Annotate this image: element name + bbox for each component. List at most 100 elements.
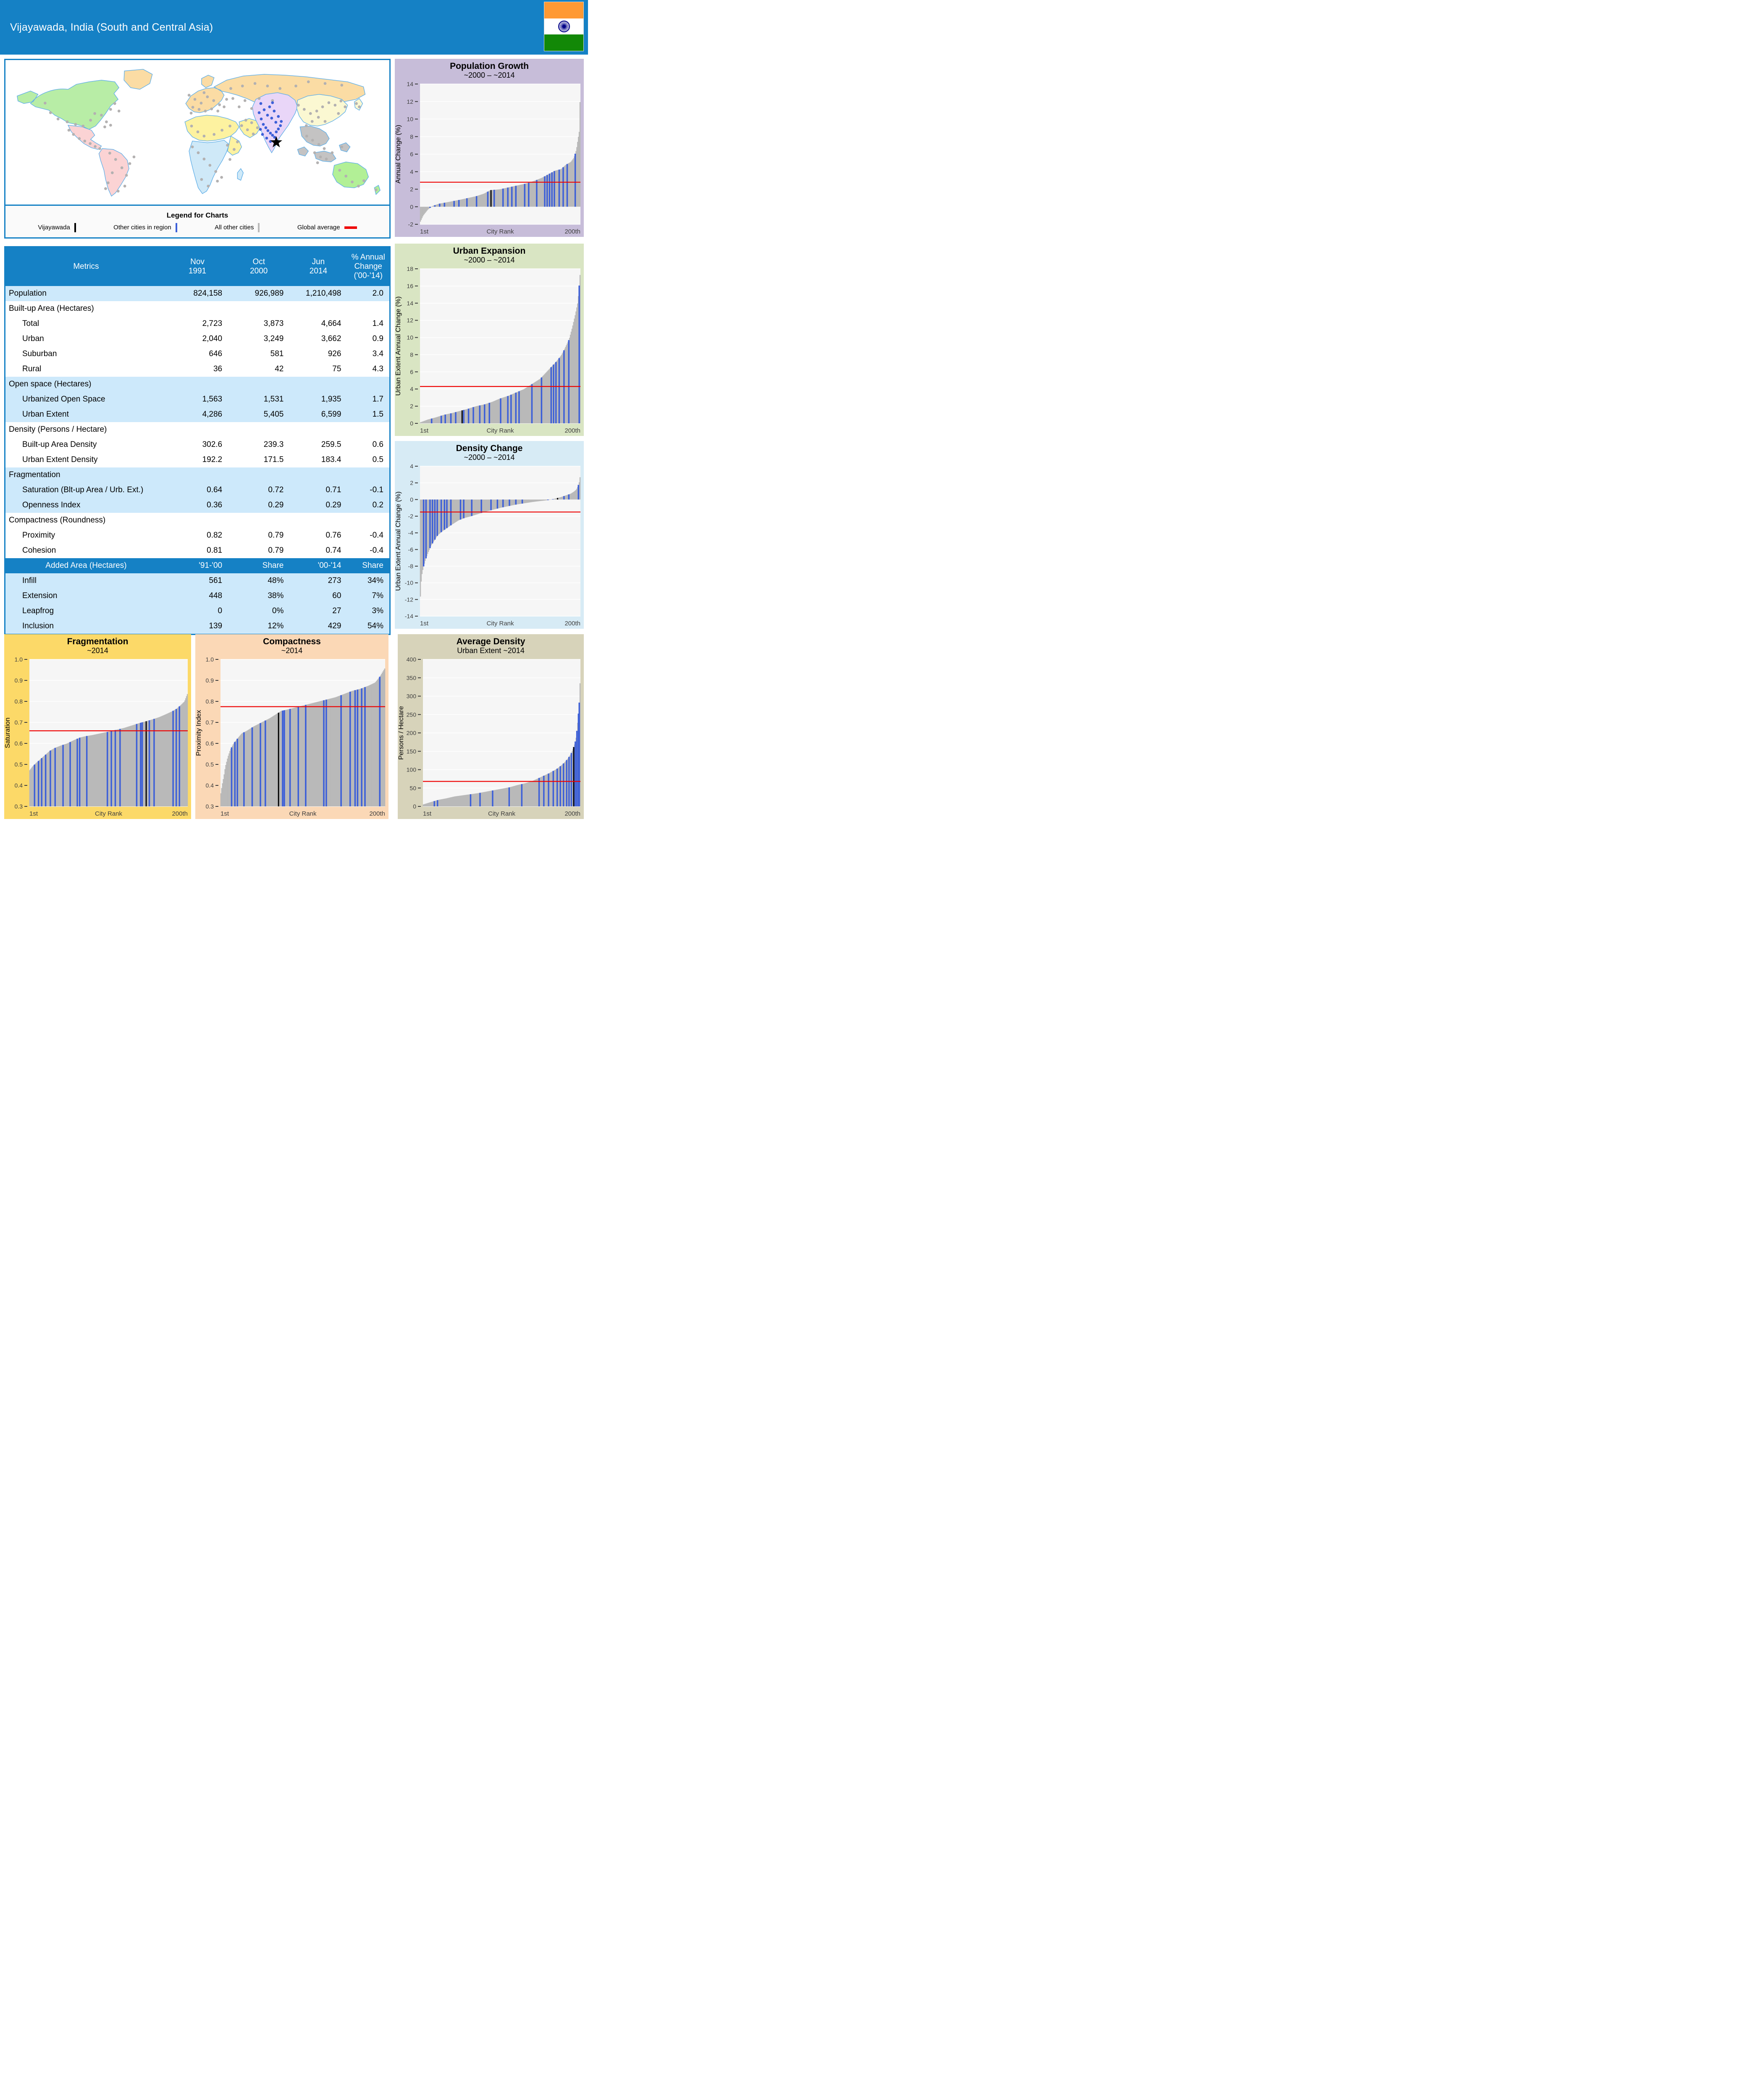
chart-subtitle: ~2014 bbox=[281, 646, 303, 655]
chart-population-growth: Population Growth ~2000 – ~2014 -2 0 2 4 6 8 10 1… bbox=[395, 59, 584, 237]
svg-text:City Rank: City Rank bbox=[488, 810, 516, 817]
region-west-asia bbox=[239, 118, 261, 138]
table-row: Urban 2,040 3,249 3,662 0.9 bbox=[5, 331, 389, 346]
svg-text:City Rank: City Rank bbox=[486, 228, 514, 235]
chart-density-change: Density Change ~2000 – ~2014 -14 -12 -10 -8 -6… bbox=[395, 441, 584, 629]
svg-text:2: 2 bbox=[410, 186, 413, 193]
chart-title: Compactness bbox=[263, 637, 321, 646]
svg-text:300: 300 bbox=[407, 693, 417, 700]
row-label: Leapfrog bbox=[22, 606, 54, 615]
svg-text:250: 250 bbox=[407, 711, 417, 718]
row-value: 1,531 bbox=[263, 395, 284, 404]
chart-urban-expansion: Urban Expansion ~2000 – ~2014 0 2 4 6 8 10 12 14 1… bbox=[395, 244, 584, 436]
svg-text:2: 2 bbox=[410, 480, 413, 486]
row-value: 171.5 bbox=[263, 455, 284, 464]
row-value: 192.2 bbox=[202, 455, 223, 464]
table-row: Saturation (Blt-up Area / Urb. Ext.) 0.64… bbox=[5, 483, 389, 498]
svg-text:100: 100 bbox=[407, 766, 417, 773]
chart-subtitle: ~2014 bbox=[87, 646, 108, 655]
svg-text:1st: 1st bbox=[220, 810, 229, 817]
added-area-col-header: Share bbox=[362, 561, 383, 570]
row-value: 429 bbox=[328, 622, 341, 630]
row-value: 1.4 bbox=[372, 319, 383, 328]
col-header: Oct 2000 bbox=[250, 257, 268, 276]
svg-text:200th: 200th bbox=[369, 810, 385, 817]
svg-text:1st: 1st bbox=[423, 810, 432, 817]
row-value: 0.76 bbox=[326, 531, 341, 540]
row-value: 1,935 bbox=[321, 395, 341, 404]
row-label: Saturation (Blt-up Area / Urb. Ext.) bbox=[22, 486, 144, 494]
row-value: 1,210,498 bbox=[305, 289, 341, 298]
svg-text:0: 0 bbox=[413, 803, 416, 810]
row-value bbox=[289, 377, 347, 392]
row-value: 0.74 bbox=[326, 546, 341, 555]
svg-text:0.7: 0.7 bbox=[15, 719, 23, 726]
row-value: 60 bbox=[332, 591, 341, 600]
row-value: 27 bbox=[332, 606, 341, 615]
row-label: Urban Extent bbox=[22, 410, 69, 419]
svg-text:0.5: 0.5 bbox=[15, 761, 23, 768]
row-value: 0.2 bbox=[372, 501, 383, 509]
row-value: 0.9 bbox=[372, 334, 383, 343]
svg-text:-10: -10 bbox=[405, 580, 413, 586]
row-value: 3.4 bbox=[372, 349, 383, 358]
row-value: 2.0 bbox=[372, 289, 383, 298]
svg-text:0: 0 bbox=[410, 203, 413, 210]
svg-text:-14: -14 bbox=[405, 613, 413, 620]
svg-text:12: 12 bbox=[407, 98, 413, 105]
svg-text:6: 6 bbox=[410, 151, 413, 158]
chart-compactness: Compactness ~2014 0.3 0.4 0.5 0.6 0.7 0.8 0.9 1.0… bbox=[195, 634, 388, 819]
svg-text:200th: 200th bbox=[564, 620, 580, 627]
row-label: Inclusion bbox=[22, 622, 54, 630]
section-row: Open space (Hectares) bbox=[5, 377, 389, 392]
row-label: Proximity bbox=[22, 531, 55, 540]
row-value: 259.5 bbox=[321, 440, 341, 449]
svg-text:-12: -12 bbox=[405, 596, 413, 603]
table-row: Population 824,158 926,989 1,210,498 2.0 bbox=[5, 286, 389, 301]
added-area-row: Inclusion 139 12% 429 54% bbox=[5, 619, 389, 634]
svg-text:0.3: 0.3 bbox=[206, 803, 214, 810]
section-row: Density (Persons / Hectare) bbox=[5, 422, 389, 437]
india-flag bbox=[544, 2, 584, 51]
row-label: Rural bbox=[22, 365, 42, 373]
legend-title: Legend for Charts bbox=[166, 211, 228, 219]
svg-text:200: 200 bbox=[407, 730, 417, 736]
svg-text:10: 10 bbox=[407, 334, 413, 341]
row-value: 0.36 bbox=[207, 501, 223, 509]
row-value: 0.82 bbox=[207, 531, 223, 540]
legend-item-label: Other cities in region bbox=[113, 224, 171, 231]
row-value: 4.3 bbox=[372, 365, 383, 373]
row-value: 824,158 bbox=[193, 289, 223, 298]
chart-title: Density Change bbox=[456, 444, 523, 453]
row-label: Infill bbox=[22, 576, 37, 585]
row-value: 926 bbox=[328, 349, 341, 358]
svg-text:14: 14 bbox=[407, 300, 413, 307]
chart-subtitle: ~2000 – ~2014 bbox=[464, 71, 515, 80]
row-label: Total bbox=[22, 319, 39, 328]
svg-text:0.6: 0.6 bbox=[206, 740, 214, 747]
svg-text:-2: -2 bbox=[408, 221, 414, 228]
region-north-america bbox=[17, 80, 120, 130]
chart-title: Average Density bbox=[456, 637, 525, 646]
svg-text:0.4: 0.4 bbox=[15, 782, 23, 789]
row-value: 646 bbox=[209, 349, 223, 358]
row-label: Fragmentation bbox=[9, 470, 60, 479]
row-value: 302.6 bbox=[202, 440, 223, 449]
added-area-row: Leapfrog 0 0% 27 3% bbox=[5, 604, 389, 619]
row-value: 1.5 bbox=[372, 410, 383, 419]
region-latin-america bbox=[67, 125, 129, 197]
row-value: -0.1 bbox=[370, 486, 383, 494]
row-value: 0.79 bbox=[268, 531, 284, 540]
svg-text:1.0: 1.0 bbox=[15, 656, 23, 663]
svg-text:City Rank: City Rank bbox=[95, 810, 123, 817]
chart-title: Population Growth bbox=[450, 61, 529, 71]
row-value: 0.29 bbox=[268, 501, 284, 509]
chart-subtitle: Urban Extent ~2014 bbox=[457, 646, 525, 655]
svg-text:8: 8 bbox=[410, 351, 413, 358]
col-header-metrics: Metrics bbox=[73, 262, 99, 271]
svg-text:City Rank: City Rank bbox=[486, 427, 514, 434]
row-value bbox=[347, 422, 389, 437]
added-area-row: Extension 448 38% 60 7% bbox=[5, 588, 389, 604]
svg-text:16: 16 bbox=[407, 283, 413, 289]
row-value: 4,664 bbox=[321, 319, 341, 328]
